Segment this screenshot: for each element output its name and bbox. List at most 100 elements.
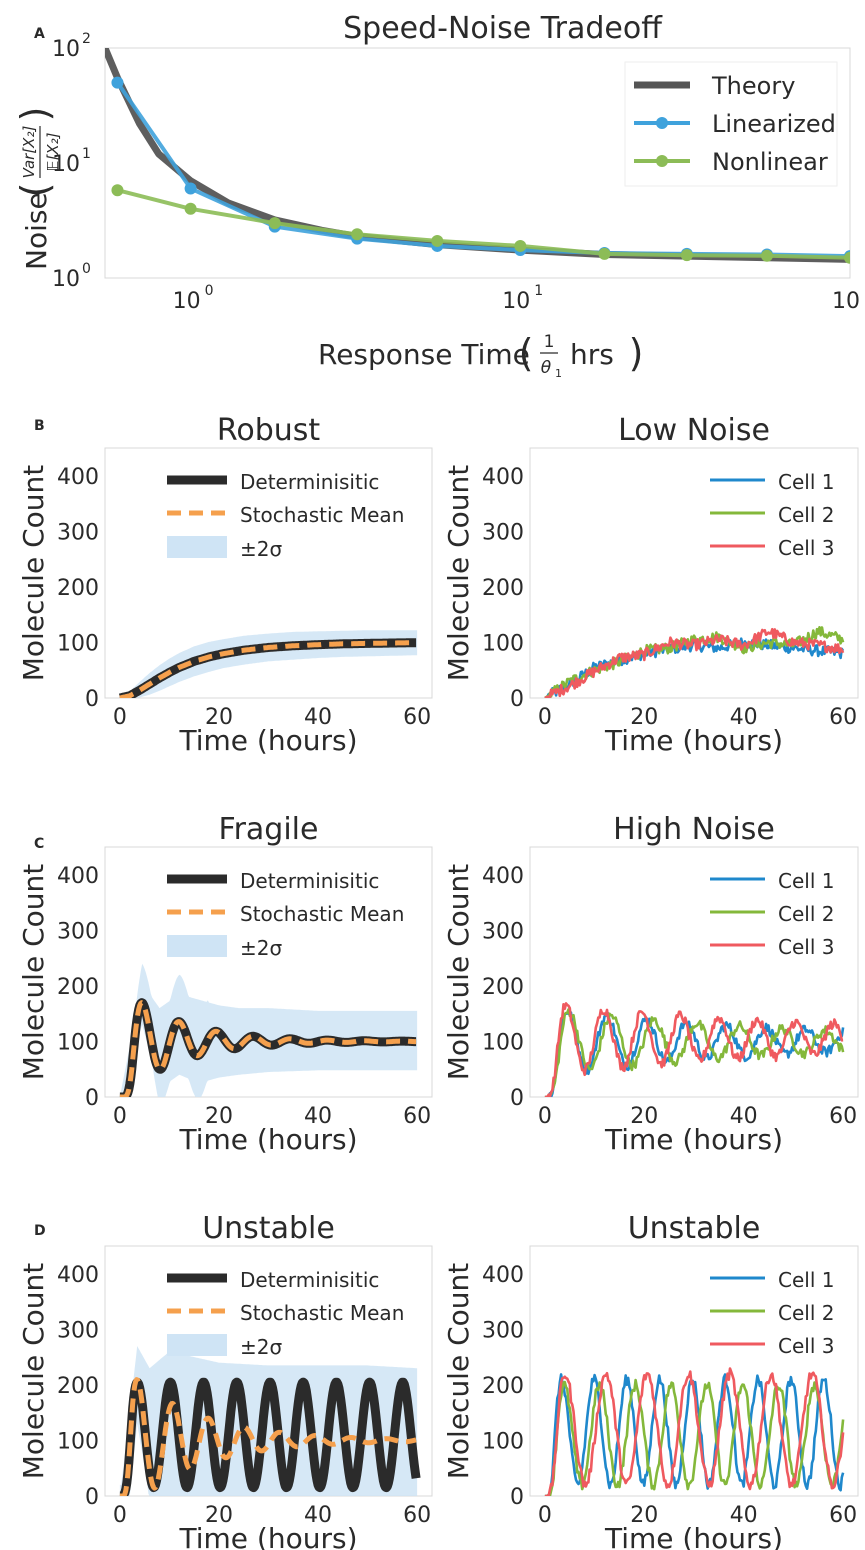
y-axis-label-D-left: Molecule Count — [17, 1263, 50, 1480]
plot-frame-C-right — [529, 846, 859, 1098]
legend-swatch-band — [167, 1334, 227, 1356]
plot-area-B-right — [544, 626, 845, 698]
y-axis-label-text: Molecule Count — [442, 864, 475, 1081]
legend-D-right: Cell 1 Cell 2 Cell 3 — [710, 1268, 834, 1358]
legend-entry: ±2σ — [240, 936, 282, 960]
y-tick-label-B-left: 400 — [57, 465, 99, 490]
series-line-stochastic-mean — [118, 640, 418, 698]
frac-sub: 1 — [555, 367, 562, 380]
plot-area-C-right — [544, 1002, 845, 1097]
y-tick-label-B-right: 300 — [482, 520, 524, 545]
legend-A: Theory Linearized Nonlinear — [624, 61, 838, 187]
y-tick-label-C-left: 200 — [57, 975, 99, 1000]
y-tick-label-B-right: 100 — [482, 631, 524, 656]
y-tick-label-C-right: 100 — [482, 1030, 524, 1055]
chart-title-C-left: Fragile — [219, 812, 319, 847]
x-axis-label-D-right: Time (hours) — [604, 1522, 783, 1550]
x-tick-label-D-right: 60 — [829, 1503, 857, 1528]
x-tick-label-D-left: 0 — [113, 1503, 127, 1528]
x-tick-label-B-right: 0 — [538, 705, 552, 730]
legend-marker — [656, 155, 668, 167]
series-point-nonlinear — [431, 234, 444, 247]
y-tick-label-C-left: 300 — [57, 919, 99, 944]
plot-frame-B-right — [529, 447, 859, 699]
x-tick-exp: 1 — [534, 283, 543, 299]
x-axis-label-B-left: Time (hours) — [179, 724, 358, 757]
y-axis-label-text: Molecule Count — [17, 465, 50, 682]
x-tick-label-B-right: 40 — [730, 705, 758, 730]
series-point-nonlinear — [111, 184, 124, 197]
legend-C-left: Determinisitic Stochastic Mean ±2σ — [167, 869, 404, 960]
legend-entry: Linearized — [712, 110, 836, 138]
series-point-nonlinear — [844, 251, 850, 264]
y-tick-label-C-left: 400 — [57, 864, 99, 889]
plot-area-C-left — [116, 963, 420, 1097]
series-line-cell-2 — [544, 1378, 845, 1496]
y-tick-base: 10 — [52, 267, 80, 292]
frac-den: θ — [541, 358, 552, 378]
series-point-linearized — [184, 182, 197, 195]
x-tick-label-D-right: 0 — [538, 1503, 552, 1528]
y-tick-base: 10 — [52, 37, 80, 62]
x-axis-label-C-left: Time (hours) — [179, 1123, 358, 1156]
x-tick-label-A: 10 1 — [502, 283, 543, 314]
y-tick-exp: 0 — [82, 261, 91, 277]
y-tick-exp: 2 — [82, 31, 91, 47]
x-tick-label-C-left: 0 — [113, 1104, 127, 1129]
series-line-deterministic — [116, 1377, 421, 1496]
x-tick-base: 10 — [832, 289, 860, 314]
plot-frame-A — [104, 47, 851, 279]
y-tick-label-B-left: 100 — [57, 631, 99, 656]
legend-entry: ±2σ — [240, 537, 282, 561]
chart-title-D-right: Unstable — [628, 1211, 761, 1246]
y-tick-label-C-right: 400 — [482, 864, 524, 889]
series-line-cell-3 — [544, 1002, 844, 1097]
legend-entry: Stochastic Mean — [240, 902, 404, 926]
x-tick-label-C-right: 20 — [630, 1104, 658, 1129]
plot-area-D-right — [544, 1367, 845, 1496]
legend-entry: Cell 1 — [778, 470, 834, 494]
x-tick-label-B-left: 20 — [205, 705, 233, 730]
panel-letter-D: D — [34, 1223, 46, 1239]
x-tick-base: 10 — [173, 289, 201, 314]
x-axis-label-A: Response Time — [318, 338, 530, 371]
y-axis-label-text: Molecule Count — [17, 1263, 50, 1480]
x-tick-label-B-right: 20 — [630, 705, 658, 730]
y-tick-label-C-left: 0 — [85, 1086, 99, 1111]
y-tick-label-D-right: 200 — [482, 1374, 524, 1399]
y-axis-label-B-right: Molecule Count — [442, 465, 475, 682]
frac-num: Var[X₂] — [20, 126, 38, 179]
series-line-stochastic-mean — [118, 1000, 418, 1097]
y-tick-base: 10 — [52, 152, 80, 177]
legend-entry: Cell 2 — [778, 503, 834, 527]
legend-entry: Nonlinear — [712, 148, 828, 176]
y-tick-label-D-right: 100 — [482, 1429, 524, 1454]
y-label-word: Noise — [20, 192, 53, 270]
series-point-nonlinear — [351, 228, 364, 241]
y-tick-label-C-right: 0 — [510, 1086, 524, 1111]
panel-letter-C: C — [34, 836, 44, 852]
plot-area-D-left — [116, 1346, 421, 1496]
plot-frame-B-left — [104, 447, 433, 699]
panel-letter-B: B — [34, 418, 45, 434]
x-tick-label-C-left: 60 — [403, 1104, 431, 1129]
legend-entry: Stochastic Mean — [240, 1301, 404, 1325]
legend-swatch-band — [167, 935, 227, 957]
y-tick-label-A: 10 1 — [52, 146, 91, 177]
x-tick-label-C-left: 40 — [304, 1104, 332, 1129]
series-line-cell-2 — [544, 1008, 845, 1097]
y-tick-label-B-left: 0 — [85, 687, 99, 712]
x-tick-label-A: 10 0 — [173, 283, 214, 314]
x-tick-label-B-left: 60 — [403, 705, 431, 730]
y-tick-exp: 1 — [82, 146, 91, 162]
y-tick-label-B-right: 200 — [482, 576, 524, 601]
x-tick-label-C-right: 60 — [829, 1104, 857, 1129]
y-tick-label-D-left: 300 — [57, 1318, 99, 1343]
legend-entry: Cell 3 — [778, 536, 834, 560]
x-tick-label-B-right: 60 — [829, 705, 857, 730]
paren: ( — [13, 183, 57, 198]
legend-swatch-band — [167, 536, 227, 558]
y-tick-label-D-right: 300 — [482, 1318, 524, 1343]
panel-letter-A: A — [34, 26, 45, 42]
